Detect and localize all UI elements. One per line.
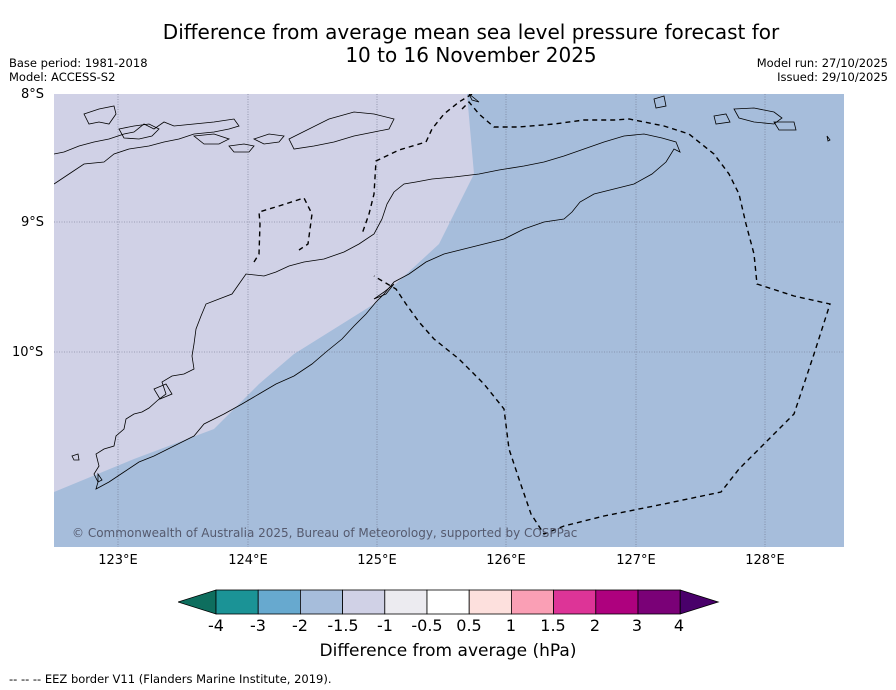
- anomaly-region-minus1-5: [54, 94, 474, 492]
- issued-date: Issued: 29/10/2025: [777, 70, 888, 84]
- lon-label-125e: 125°E: [357, 553, 397, 568]
- colorbar-tick-label: 0.5: [456, 616, 482, 635]
- colorbar: [178, 589, 720, 615]
- colorbar-tick-label: 4: [673, 616, 685, 635]
- lon-label-128e: 128°E: [745, 553, 785, 568]
- eez-legend-symbol: -- -- --: [9, 672, 42, 686]
- lat-label-9s: 9°S: [21, 215, 45, 230]
- colorbar-extend-low: [178, 589, 217, 615]
- colorbar-tick-label: 1.5: [540, 616, 566, 635]
- lon-label-124e: 124°E: [228, 553, 268, 568]
- model-run: Model run: 27/10/2025: [756, 56, 888, 70]
- colorbar-cell: [342, 589, 386, 615]
- colorbar-cell: [553, 589, 597, 615]
- lat-label-8s: 8°S: [21, 87, 45, 102]
- colorbar-cell: [384, 589, 428, 615]
- map-panel: © Commonwealth of Australia 2025, Bureau…: [54, 94, 844, 547]
- base-period: Base period: 1981-2018: [9, 56, 148, 70]
- lon-label-126e: 126°E: [486, 553, 526, 568]
- lat-label-10s: 10°S: [12, 345, 44, 360]
- model-name: Model: ACCESS-S2: [9, 70, 116, 84]
- colorbar-cell: [257, 589, 301, 615]
- colorbar-title: Difference from average (hPa): [319, 641, 577, 661]
- colorbar-tick-label: 3: [631, 616, 643, 635]
- coastlines: [54, 94, 831, 490]
- colorbar-cell: [637, 589, 681, 615]
- colorbar-tick-label: 2: [589, 616, 601, 635]
- colorbar-tick-label: -1: [377, 616, 393, 635]
- eez-borders: [253, 94, 831, 535]
- colorbar-cell: [468, 589, 512, 615]
- colorbar-tick-label: -0.5: [411, 616, 443, 635]
- colorbar-cell: [215, 589, 259, 615]
- lon-label-123e: 123°E: [98, 553, 138, 568]
- colorbar-tick-label: -4: [208, 616, 224, 635]
- colorbar-cell: [300, 589, 344, 615]
- chart-title-line2: 10 to 16 November 2025: [345, 43, 597, 67]
- copyright-notice: © Commonwealth of Australia 2025, Bureau…: [72, 526, 577, 540]
- colorbar-tick-label: 1: [505, 616, 517, 635]
- colorbar-cell: [426, 589, 470, 615]
- graticule: [54, 94, 844, 547]
- colorbar-tick-label: -3: [250, 616, 266, 635]
- colorbar-cell: [510, 589, 554, 615]
- chart-title-line1: Difference from average mean sea level p…: [162, 20, 780, 44]
- lon-label-127e: 127°E: [616, 553, 656, 568]
- colorbar-tick-label: -2: [292, 616, 308, 635]
- eez-legend-text: EEZ border V11 (Flanders Marine Institut…: [44, 672, 332, 686]
- eez-legend: -- -- -- EEZ border V11 (Flanders Marine…: [9, 672, 332, 686]
- colorbar-cell: [595, 589, 639, 615]
- colorbar-extend-high: [679, 589, 720, 615]
- colorbar-tick-label: -1.5: [327, 616, 359, 635]
